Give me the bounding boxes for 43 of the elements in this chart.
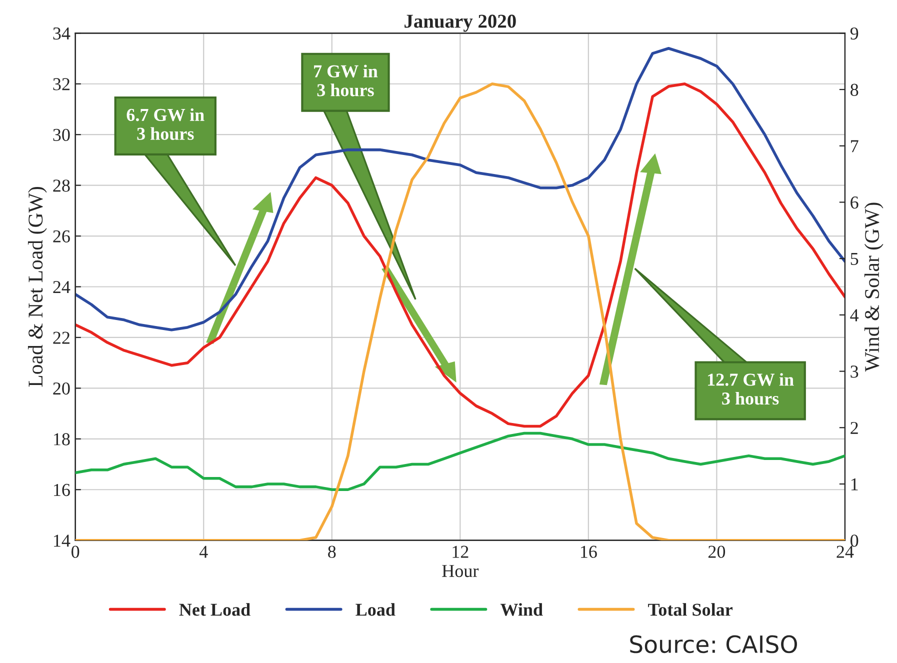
legend-label: Wind: [500, 603, 543, 616]
annotation: 7 GW in 3 hours: [314, 64, 378, 96]
line-series: [75, 432, 845, 492]
x-tick-label: 16: [580, 546, 597, 558]
y2-tick-label: 4: [850, 309, 859, 322]
y-axis-title: Load & Net Load (GW): [28, 187, 47, 387]
legend-label: Total Solar: [648, 603, 732, 616]
y2-tick-label: 0: [850, 534, 858, 547]
y-tick-label: 20: [53, 382, 70, 395]
x-tick-label: 20: [708, 546, 726, 558]
chart-title: January 2020: [404, 14, 516, 32]
line-series: [75, 82, 845, 428]
x-tick-label: 4: [199, 546, 208, 558]
source-note: Source: CAISO: [630, 635, 797, 654]
y2-tick-label: 6: [850, 196, 858, 209]
x-tick-label: 12: [452, 546, 468, 558]
annotation: 6.7 GW in 3 hours: [126, 108, 204, 140]
y-tick-label: 30: [53, 128, 70, 142]
y2-axis-title: Wind & Solar (GW): [864, 202, 884, 372]
y-tick-label: 18: [54, 433, 70, 446]
y2-tick-label: 7: [851, 140, 858, 152]
x-tick-label: 0: [72, 546, 80, 558]
annotation: 12.7 GW in 3 hours: [708, 373, 794, 405]
y-tick-label: 16: [54, 484, 70, 496]
y2-tick-label: 2: [850, 422, 858, 434]
legend-label: Load: [356, 603, 396, 616]
x-axis-title: Hour: [442, 565, 479, 578]
y2-tick-label: 3: [850, 366, 858, 378]
y2-tick-label: 5: [850, 253, 858, 266]
x-tick-label: 24: [836, 546, 854, 558]
x-tick-label: 8: [328, 546, 336, 558]
y-tick-label: 22: [53, 332, 70, 344]
y-tick-label: 24: [53, 281, 70, 294]
y-tick-label: 26: [53, 230, 70, 242]
y-tick-label: 14: [54, 534, 70, 547]
y-tick-label: 34: [53, 27, 70, 40]
y-tick-label: 28: [53, 180, 70, 192]
legend-label: Net Load: [179, 603, 250, 616]
line-series: [75, 46, 845, 332]
y2-tick-label: 9: [850, 27, 858, 40]
y-tick-label: 32: [53, 78, 70, 90]
y2-tick-label: 8: [850, 84, 858, 96]
y2-tick-label: 1: [851, 478, 858, 490]
